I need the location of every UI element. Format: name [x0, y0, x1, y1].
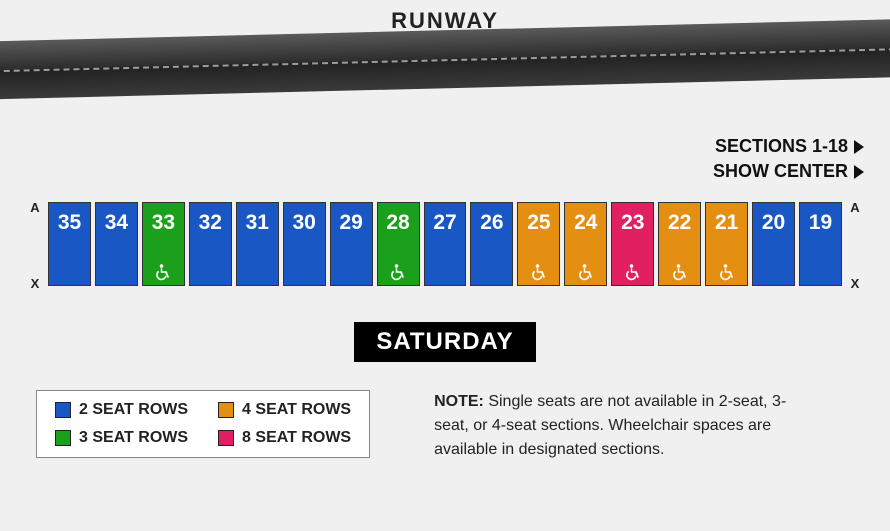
section-19[interactable]: 19	[799, 202, 842, 286]
section-number: 23	[621, 211, 644, 234]
legend: 2 SEAT ROWS 4 SEAT ROWS 3 SEAT ROWS 8 SEAT …	[36, 390, 370, 458]
legend-label: 4 SEAT ROWS	[242, 401, 351, 419]
section-32[interactable]: 32	[189, 202, 232, 286]
section-number: 32	[199, 211, 222, 234]
wheelchair-icon	[530, 263, 548, 281]
section-number: 27	[433, 211, 456, 234]
wheelchair-icon	[389, 263, 407, 281]
wheelchair-icon	[671, 263, 689, 281]
section-34[interactable]: 34	[95, 202, 138, 286]
legend-swatch	[218, 430, 234, 446]
legend-label: 3 SEAT ROWS	[79, 429, 188, 447]
legend-swatch	[55, 430, 71, 446]
section-number: 25	[527, 211, 550, 234]
section-number: 24	[574, 211, 597, 234]
sections-row: 35 34 33 32 31 30 29 28 27 26 25 24 23 22 21 20 19	[26, 202, 864, 286]
section-21[interactable]: 21	[705, 202, 748, 286]
section-number: 34	[105, 211, 128, 234]
nav-sections-1-18[interactable]: SECTIONS 1-18	[715, 134, 864, 159]
seating-map: A X A X 35343332313029282726252423222120…	[0, 202, 890, 286]
section-28[interactable]: 28	[377, 202, 420, 286]
wheelchair-icon	[154, 263, 172, 281]
legend-item: 2 SEAT ROWS	[55, 401, 188, 419]
nav-link-label: SHOW CENTER	[713, 159, 848, 184]
section-number: 22	[668, 211, 691, 234]
legend-swatch	[218, 402, 234, 418]
section-23[interactable]: 23	[611, 202, 654, 286]
nav-link-label: SECTIONS 1-18	[715, 134, 848, 159]
section-24[interactable]: 24	[564, 202, 607, 286]
legend-item: 3 SEAT ROWS	[55, 429, 188, 447]
section-26[interactable]: 26	[470, 202, 513, 286]
note-body: Single seats are not available in 2-seat…	[434, 393, 786, 458]
section-number: 19	[809, 211, 832, 234]
note-text: NOTE: Single seats are not available in …	[434, 390, 804, 462]
wheelchair-icon	[624, 263, 642, 281]
caret-right-icon	[854, 165, 864, 179]
section-number: 28	[386, 211, 409, 234]
section-number: 30	[293, 211, 316, 234]
section-20[interactable]: 20	[752, 202, 795, 286]
row-marker-x-right: X	[848, 276, 862, 291]
nav-show-center[interactable]: SHOW CENTER	[713, 159, 864, 184]
section-number: 21	[715, 211, 738, 234]
caret-right-icon	[854, 140, 864, 154]
row-marker-a-right: A	[848, 200, 862, 215]
row-marker-a-left: A	[28, 200, 42, 215]
legend-label: 8 SEAT ROWS	[242, 429, 351, 447]
section-29[interactable]: 29	[330, 202, 373, 286]
section-number: 20	[762, 211, 785, 234]
day-badge: SATURDAY	[354, 322, 535, 362]
section-22[interactable]: 22	[658, 202, 701, 286]
legend-item: 8 SEAT ROWS	[218, 429, 351, 447]
legend-label: 2 SEAT ROWS	[79, 401, 188, 419]
section-number: 35	[58, 211, 81, 234]
section-35[interactable]: 35	[48, 202, 91, 286]
section-number: 33	[152, 211, 175, 234]
section-number: 26	[480, 211, 503, 234]
section-27[interactable]: 27	[424, 202, 467, 286]
section-30[interactable]: 30	[283, 202, 326, 286]
section-number: 29	[339, 211, 362, 234]
legend-item: 4 SEAT ROWS	[218, 401, 351, 419]
wheelchair-icon	[718, 263, 736, 281]
note-prefix: NOTE:	[434, 393, 484, 410]
legend-swatch	[55, 402, 71, 418]
row-marker-x-left: X	[28, 276, 42, 291]
section-33[interactable]: 33	[142, 202, 185, 286]
section-25[interactable]: 25	[517, 202, 560, 286]
nav-links: SECTIONS 1-18 SHOW CENTER	[0, 100, 890, 184]
section-31[interactable]: 31	[236, 202, 279, 286]
section-number: 31	[246, 211, 269, 234]
wheelchair-icon	[577, 263, 595, 281]
footer: 2 SEAT ROWS 4 SEAT ROWS 3 SEAT ROWS 8 SEAT …	[0, 362, 890, 462]
